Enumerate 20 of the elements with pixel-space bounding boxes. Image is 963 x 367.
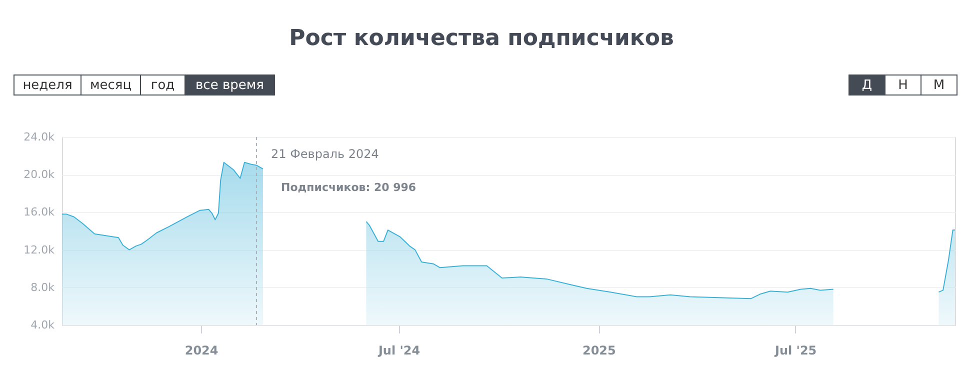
x-tick-label: Jul '24 <box>377 344 420 358</box>
text: месяц <box>90 78 132 93</box>
y-tick-label: 8.0k <box>30 280 56 294</box>
x-tick-label: 2024 <box>184 344 218 358</box>
text: М <box>933 78 945 93</box>
annotation: Подписчиков: 20 996 <box>281 181 416 194</box>
y-tick-label: 20.0k <box>24 168 56 182</box>
chart-title: Рост количества подписчиков <box>289 26 674 51</box>
x-tick-label: 2025 <box>582 344 616 358</box>
text: Д <box>862 78 872 93</box>
text: Н <box>898 78 908 93</box>
text: все время <box>196 78 264 93</box>
text: год <box>150 78 175 93</box>
x-tick-label: Jul '25 <box>774 344 817 358</box>
y-tick-label: 4.0k <box>30 318 56 332</box>
annotation: 21 Февраль 2024 <box>271 147 379 161</box>
y-tick-label: 24.0k <box>24 130 56 144</box>
text: неделя <box>22 78 72 93</box>
y-tick-label: 12.0k <box>24 243 56 256</box>
y-tick-label: 16.0k <box>24 206 56 219</box>
